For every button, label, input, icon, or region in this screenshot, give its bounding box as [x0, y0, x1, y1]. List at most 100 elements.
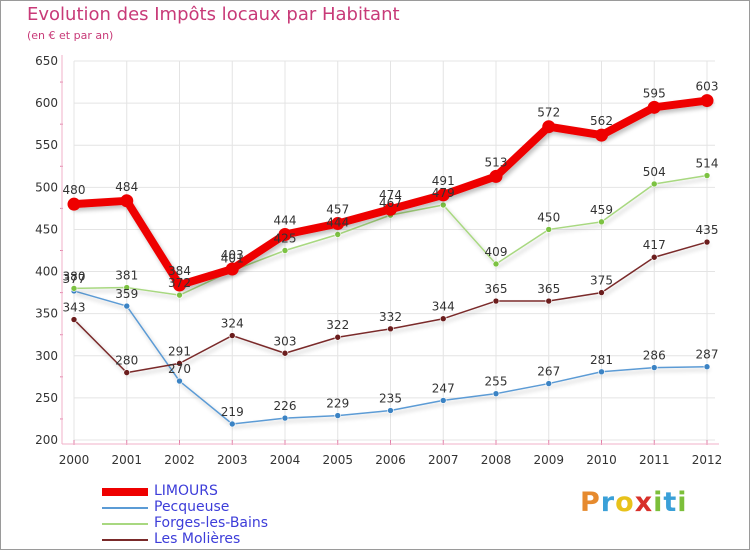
x-tick-label-2007: 2007 — [428, 453, 459, 467]
data-label-les-moli-res-2001: 280 — [115, 354, 138, 368]
point-les-moli-res-2001 — [123, 369, 131, 376]
point-forges-les-bains-2008 — [492, 260, 500, 268]
legend-item-forges[interactable]: Forges-les-Bains — [100, 515, 360, 532]
legend-label-molieres: Les Molières — [154, 531, 241, 547]
x-tick-label-2001: 2001 — [111, 453, 142, 467]
point-forges-les-bains-2012 — [703, 172, 711, 179]
logo-letter: i — [653, 487, 664, 518]
chart-subtitle: (en € et par an) — [27, 29, 114, 42]
logo-letter: i — [677, 487, 688, 518]
legend-label-limours: LIMOURS — [154, 483, 218, 499]
legend-label-forges: Forges-les-Bains — [154, 515, 269, 531]
point-forges-les-bains-2009 — [545, 226, 553, 233]
data-label-pecqueuse-2010: 281 — [590, 353, 613, 367]
grid — [73, 60, 715, 441]
data-label-forges-les-bains-2011: 504 — [643, 165, 666, 179]
point-les-moli-res-2009 — [545, 297, 553, 305]
data-label-forges-les-bains-2001: 381 — [115, 269, 138, 283]
point-limours-2007 — [436, 188, 450, 202]
x-tick-label-2000: 2000 — [59, 453, 90, 467]
point-pecqueuse-2010 — [598, 368, 605, 376]
point-limours-2001 — [120, 194, 134, 208]
data-label-forges-les-bains-2000: 380 — [63, 269, 86, 283]
data-label-limours-2006: 474 — [379, 188, 402, 202]
data-label-les-moli-res-2003: 324 — [221, 317, 244, 331]
point-limours-2008 — [489, 169, 503, 183]
point-les-moli-res-2000 — [70, 316, 78, 323]
point-pecqueuse-2002 — [176, 377, 183, 385]
x-tick-label-2011: 2011 — [639, 453, 670, 467]
y-tick-label-250: 250 — [35, 391, 58, 405]
point-les-moli-res-2011 — [650, 253, 658, 261]
y-tick-label-650: 650 — [35, 54, 58, 68]
data-label-limours-2005: 457 — [326, 203, 349, 217]
point-limours-2010 — [595, 128, 608, 142]
x-tick-label-2009: 2009 — [533, 453, 564, 467]
logo-letter: t — [663, 487, 678, 518]
point-limours-2009 — [542, 120, 556, 134]
data-label-forges-les-bains-2012: 514 — [696, 157, 719, 171]
point-forges-les-bains-2004 — [281, 247, 289, 254]
point-pecqueuse-2008 — [492, 390, 500, 397]
logo-letter: P — [580, 487, 601, 518]
point-limours-2000 — [67, 197, 81, 211]
data-label-limours-2003: 403 — [221, 248, 244, 262]
y-tick-label-300: 300 — [35, 349, 58, 363]
point-pecqueuse-2003 — [228, 420, 236, 428]
point-forges-les-bains-2005 — [334, 231, 342, 238]
legend-item-limours[interactable]: LIMOURS — [100, 483, 360, 500]
point-les-moli-res-2007 — [439, 315, 447, 323]
data-label-limours-2001: 484 — [115, 180, 138, 194]
data-label-les-moli-res-2010: 375 — [590, 274, 613, 288]
y-tick-label-550: 550 — [35, 138, 58, 152]
data-label-pecqueuse-2004: 226 — [274, 399, 297, 413]
data-label-limours-2010: 562 — [590, 114, 613, 128]
point-forges-les-bains-2000 — [70, 285, 78, 292]
axes: 200 250 300 350 400 450 500 550 600 650 2000 2001 20… — [35, 54, 722, 467]
x-tick-label-2006: 2006 — [375, 453, 406, 467]
y-tick-label-600: 600 — [35, 96, 58, 110]
point-limours-2004 — [278, 227, 292, 241]
point-limours-2005 — [331, 217, 345, 231]
point-les-moli-res-2005 — [334, 333, 342, 341]
data-label-pecqueuse-2005: 229 — [326, 397, 349, 411]
x-tick-label-2012: 2012 — [692, 453, 723, 467]
chart-title: Evolution des Impôts locaux par Habitant — [27, 4, 400, 25]
data-label-pecqueuse-2012: 287 — [696, 348, 719, 362]
y-tick-label-200: 200 — [35, 433, 58, 447]
y-tick-label-450: 450 — [35, 222, 58, 236]
data-label-pecqueuse-2008: 255 — [485, 375, 508, 389]
point-pecqueuse-2007 — [439, 397, 447, 404]
legend-swatch-pecqueuse — [102, 507, 148, 509]
legend-label-pecqueuse: Pecqueuse — [154, 499, 230, 515]
x-tick-label-2002: 2002 — [164, 453, 195, 467]
data-label-les-moli-res-2005: 322 — [326, 318, 349, 332]
legend-item-pecqueuse[interactable]: Pecqueuse — [100, 499, 360, 516]
point-limours-2006 — [384, 202, 397, 216]
data-label-pecqueuse-2009: 267 — [537, 365, 560, 379]
point-pecqueuse-2012 — [703, 363, 711, 371]
point-forges-les-bains-2010 — [598, 218, 605, 226]
data-label-forges-les-bains-2005: 444 — [326, 215, 349, 229]
data-label-les-moli-res-2002: 291 — [168, 344, 191, 358]
x-tick-label-2005: 2005 — [322, 453, 353, 467]
data-label-limours-2009: 572 — [537, 106, 560, 120]
data-label-forges-les-bains-2006: 467 — [379, 196, 402, 210]
data-label-les-moli-res-2012: 435 — [696, 223, 719, 237]
data-label-les-moli-res-2006: 332 — [379, 310, 402, 324]
x-tick-label-2008: 2008 — [481, 453, 512, 467]
y-tick-label-400: 400 — [35, 265, 58, 279]
point-forges-les-bains-2007 — [439, 201, 447, 209]
data-label-limours-2012: 603 — [696, 80, 719, 94]
point-les-moli-res-2008 — [492, 297, 500, 305]
legend-swatch-molieres — [102, 539, 148, 541]
data-label-forges-les-bains-2007: 479 — [432, 186, 455, 200]
data-label-limours-2007: 491 — [432, 174, 455, 188]
y-tick-label-500: 500 — [35, 180, 58, 194]
point-les-moli-res-2010 — [598, 289, 605, 296]
legend-item-molieres[interactable]: Les Molières — [100, 531, 360, 548]
data-label-pecqueuse-2011: 286 — [643, 349, 666, 363]
point-pecqueuse-2005 — [334, 412, 342, 419]
